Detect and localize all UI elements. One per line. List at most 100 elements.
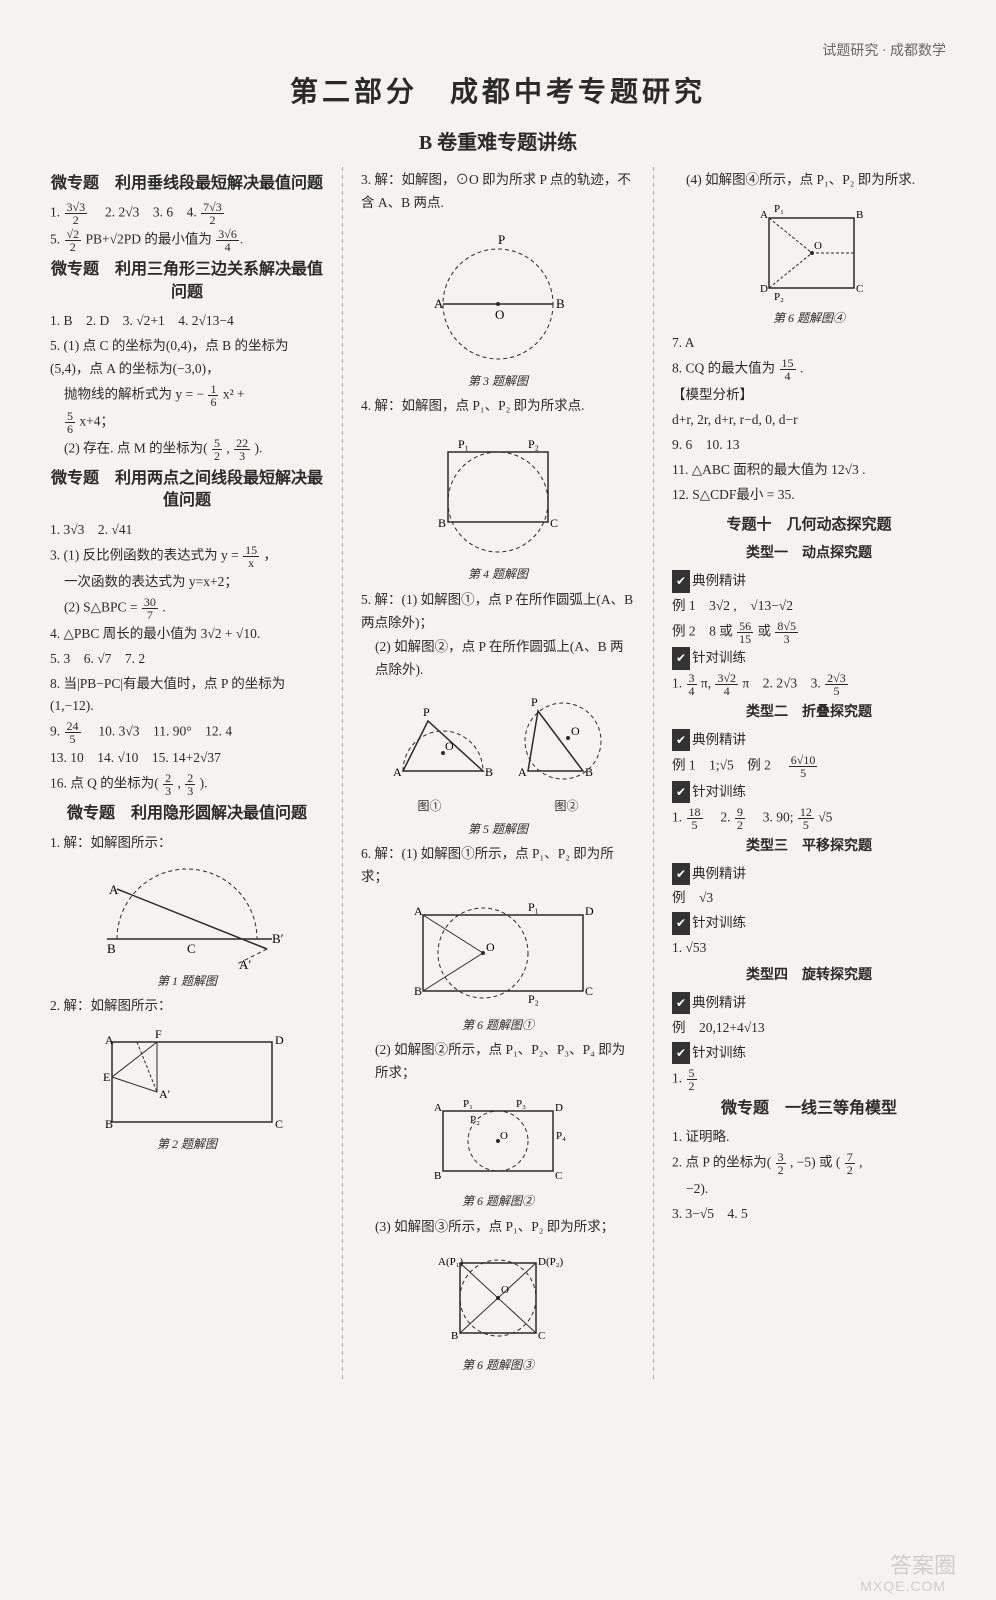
c3-z1: 1. 34 π, 3√24 π 2. 2√3 3. 2√35: [672, 672, 946, 697]
txt: ,: [178, 776, 185, 791]
svg-text:P₂: P₂: [528, 437, 539, 451]
frac: 16: [208, 383, 218, 408]
svg-text:D: D: [555, 1102, 563, 1114]
fig6d-cap: 第 6 题解图④: [672, 308, 946, 328]
txt: 1.: [672, 676, 686, 691]
badge-dl-4: ✔典例精讲: [672, 992, 946, 1015]
svg-text:C: C: [538, 1330, 545, 1342]
c3-ex2: 例 2 8 或 5615 或 8√53: [672, 620, 946, 645]
c2-q5a: 5. 解：(1) 如解图①，点 P 在所作圆弧上(A、B 两点除外)；: [361, 589, 635, 635]
badge-zd-3: ✔针对训练: [672, 912, 946, 935]
txt: 图②: [554, 796, 578, 816]
separator-1: [342, 167, 343, 1379]
svg-text:B: B: [438, 516, 446, 530]
frac: 307: [142, 596, 158, 621]
svg-text:P₂: P₂: [774, 291, 784, 303]
frac: 23: [185, 772, 195, 797]
txt: 针对训练: [692, 1045, 746, 1060]
c3-mt5-l1: 1. 证明略.: [672, 1126, 946, 1149]
txt: 典例精讲: [692, 866, 746, 881]
c3-l8: 8. CQ 的最大值为 154 .: [672, 357, 946, 382]
svg-text:B: B: [107, 941, 116, 956]
fig2-cap: 第 2 题解图: [50, 1134, 324, 1154]
c1-t2-l5: (2) 存在. 点 M 的坐标为( 52 , 223 ).: [50, 437, 324, 462]
svg-text:P₁: P₁: [528, 900, 539, 914]
type-3: 类型三 平移探究题: [672, 835, 946, 859]
svg-text:B′: B′: [272, 931, 284, 946]
c1-t1-l1: 1. 3√32 2. 2√3 3. 6 4. 7√32: [50, 201, 324, 226]
type-1: 类型一 动点探究题: [672, 542, 946, 566]
col-3: (4) 如解图④所示，点 P₁、P₂ 即为所求. A P₁ B O D P₂ C…: [672, 167, 946, 1379]
badge-zd-4: ✔针对训练: [672, 1042, 946, 1065]
svg-text:B: B: [434, 1170, 441, 1182]
svg-text:P₄: P₄: [556, 1130, 566, 1142]
c1-t2-l1: 1. B 2. D 3. √2+1 4. 2√13−4: [50, 310, 324, 333]
svg-text:P₁: P₁: [458, 437, 469, 451]
fig6b-cap: 第 6 题解图②: [361, 1191, 635, 1211]
figure-4: P₁ P₂ B C 第 4 题解图: [361, 422, 635, 584]
frac: 72: [845, 1151, 855, 1176]
txt: PB+√2PD 的最小值为: [85, 232, 211, 247]
svg-text:C: C: [585, 984, 593, 998]
c1-t3-l8: 9. 245 10. 3√3 11. 90° 12. 4: [50, 720, 324, 745]
fig4-cap: 第 4 题解图: [361, 564, 635, 584]
section-10-title: 专题十 几何动态探究题: [672, 513, 946, 539]
txt: 2. 点 P 的坐标为(: [672, 1155, 775, 1170]
svg-text:A: A: [518, 765, 527, 779]
figure-6a: A P₁ D O B P₂ C 第 6 题解图①: [361, 893, 635, 1035]
c1-t3-l1: 1. 3√3 2. √41: [50, 519, 324, 542]
txt: ，: [263, 547, 277, 562]
frac: 8√53: [775, 620, 798, 645]
txt: 9.: [50, 724, 64, 739]
svg-text:O: O: [495, 307, 504, 322]
txt: π 2. 2√3 3.: [742, 676, 824, 691]
svg-text:A: A: [109, 882, 119, 897]
c1-t3-l7: 8. 当|PB−PC|有最大值时，点 P 的坐标为(1,−12).: [50, 673, 324, 719]
svg-text:B: B: [556, 296, 565, 311]
txt: 16. 点 Q 的坐标为(: [50, 776, 162, 791]
frac: 5615: [737, 620, 753, 645]
txt: (2) 存在. 点 M 的坐标为(: [64, 441, 211, 456]
c3-t2-z1: 1. 185 2. 92 3. 90; 125 √5: [672, 806, 946, 831]
frac: 23: [163, 772, 173, 797]
txt: x² +: [223, 387, 245, 402]
txt: 1.: [672, 1070, 686, 1085]
frac: 32: [776, 1151, 786, 1176]
txt: .: [800, 361, 803, 376]
txt: 或: [758, 624, 775, 639]
svg-text:P: P: [531, 695, 538, 709]
svg-text:C: C: [187, 941, 196, 956]
fig1-cap: 第 1 题解图: [50, 971, 324, 991]
c1-t2-l4: 56 x+4；: [50, 410, 324, 435]
svg-text:D: D: [275, 1033, 284, 1047]
txt: 典例精讲: [692, 573, 746, 588]
c3-t3-ex: 例 √3: [672, 887, 946, 910]
c3-l7: 7. A: [672, 332, 946, 355]
type-2: 类型二 折叠探究题: [672, 701, 946, 725]
svg-text:A: A: [760, 209, 768, 221]
figure-3: A B O P 第 3 题解图: [361, 219, 635, 391]
c1-t1-l2: 5. √22 PB+√2PD 的最小值为 3√64.: [50, 228, 324, 253]
fig6c-cap: 第 6 题解图③: [361, 1355, 635, 1375]
frac: 52: [212, 437, 222, 462]
frac: 2√35: [825, 672, 848, 697]
c3-t4-ex: 例 20,12+4√13: [672, 1017, 946, 1040]
c3-l9: 9. 6 10. 13: [672, 434, 946, 457]
svg-text:P₁: P₁: [774, 203, 784, 215]
txt: ).: [255, 441, 263, 456]
c2-q4: 4. 解：如解图，点 P₁、P₂ 即为所求点.: [361, 395, 635, 418]
c1-t4-l1: 1. 解：如解图所示：: [50, 832, 324, 855]
txt: √5: [818, 809, 832, 824]
txt: ).: [200, 776, 208, 791]
frac: 7√32: [201, 201, 224, 226]
watermark-url: MXQE.COM: [860, 1578, 946, 1594]
txt: 10. 3√3 11. 90° 12. 4: [85, 724, 232, 739]
svg-text:D: D: [585, 904, 594, 918]
svg-text:D(P₂): D(P₂): [538, 1256, 564, 1268]
c3-l12: 12. S△CDF最小 = 35.: [672, 484, 946, 507]
svg-text:A: A: [434, 1102, 442, 1114]
figure-1: A B C B′ A′ 第 1 题解图: [50, 859, 324, 991]
fig5-labels: 图① 图②: [361, 796, 635, 816]
check-icon: ✔: [672, 729, 690, 751]
check-icon: ✔: [672, 781, 690, 803]
